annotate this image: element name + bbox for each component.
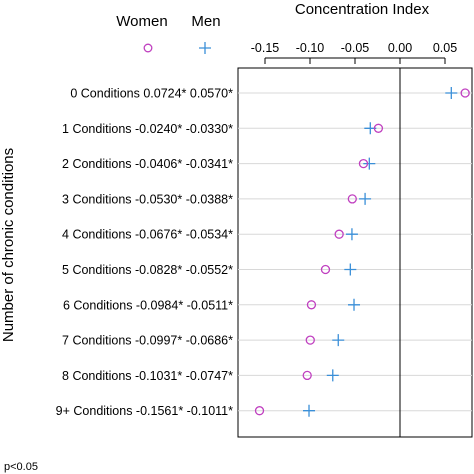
row-label: 5 Conditions -0.0828* -0.0552* — [62, 263, 233, 277]
gridlines — [238, 92, 472, 412]
row-label: 8 Conditions -0.1031* -0.0747* — [62, 369, 233, 383]
men-point — [326, 369, 339, 382]
x-tick-label: -0.10 — [296, 41, 325, 55]
row-labels: 0 Conditions 0.0724* 0.0570* 1 Conditions… — [56, 87, 233, 419]
men-point — [345, 228, 358, 241]
men-point — [445, 87, 458, 99]
row-label: 0 Conditions 0.0724* 0.0570* — [70, 87, 233, 101]
x-tick-label: -0.05 — [341, 41, 370, 55]
chart-title: Concentration Index — [295, 1, 430, 18]
legend-men-header: Men — [191, 13, 220, 30]
row-label: 3 Conditions -0.0530* -0.0388* — [62, 192, 233, 206]
x-axis: -0.15 -0.10 -0.05 0.00 0.05 — [251, 41, 457, 64]
y-axis-title: Number of chronic conditions — [0, 148, 17, 342]
x-tick-label: 0.05 — [433, 41, 457, 55]
row-label: 4 Conditions -0.0676* -0.0534* — [62, 228, 233, 242]
women-point — [302, 370, 312, 381]
women-point — [358, 158, 369, 169]
women-point — [373, 123, 384, 133]
men-point — [363, 157, 376, 170]
x-tick-label: -0.15 — [251, 41, 280, 55]
men-point — [344, 263, 357, 276]
legend-women-marker — [143, 43, 153, 53]
men-point — [332, 334, 345, 347]
row-label: 7 Conditions -0.0997* -0.0686* — [62, 334, 233, 348]
women-point — [306, 300, 317, 310]
row-label: 6 Conditions -0.0984* -0.0511* — [63, 298, 233, 312]
row-label: 9+ Conditions -0.1561* -0.1011* — [56, 404, 233, 418]
legend-women-header: Women — [116, 13, 167, 30]
legend-markers — [143, 42, 211, 54]
women-point — [305, 335, 315, 345]
row-label: 1 Conditions -0.0240* -0.0330* — [62, 122, 233, 136]
women-point — [334, 229, 344, 239]
women-point — [347, 194, 357, 204]
women-point — [320, 264, 331, 275]
women-point — [254, 406, 265, 416]
women-point — [460, 88, 470, 98]
men-point — [359, 192, 372, 205]
plot-area — [237, 67, 473, 438]
footnote: p<0.05 — [4, 461, 38, 473]
x-tick-label: 0.00 — [388, 41, 412, 55]
men-point — [348, 298, 361, 311]
data-points — [254, 87, 470, 417]
men-point — [303, 404, 316, 417]
row-label: 2 Conditions -0.0406* -0.0341* — [62, 157, 233, 171]
legend-men-marker — [199, 42, 211, 54]
